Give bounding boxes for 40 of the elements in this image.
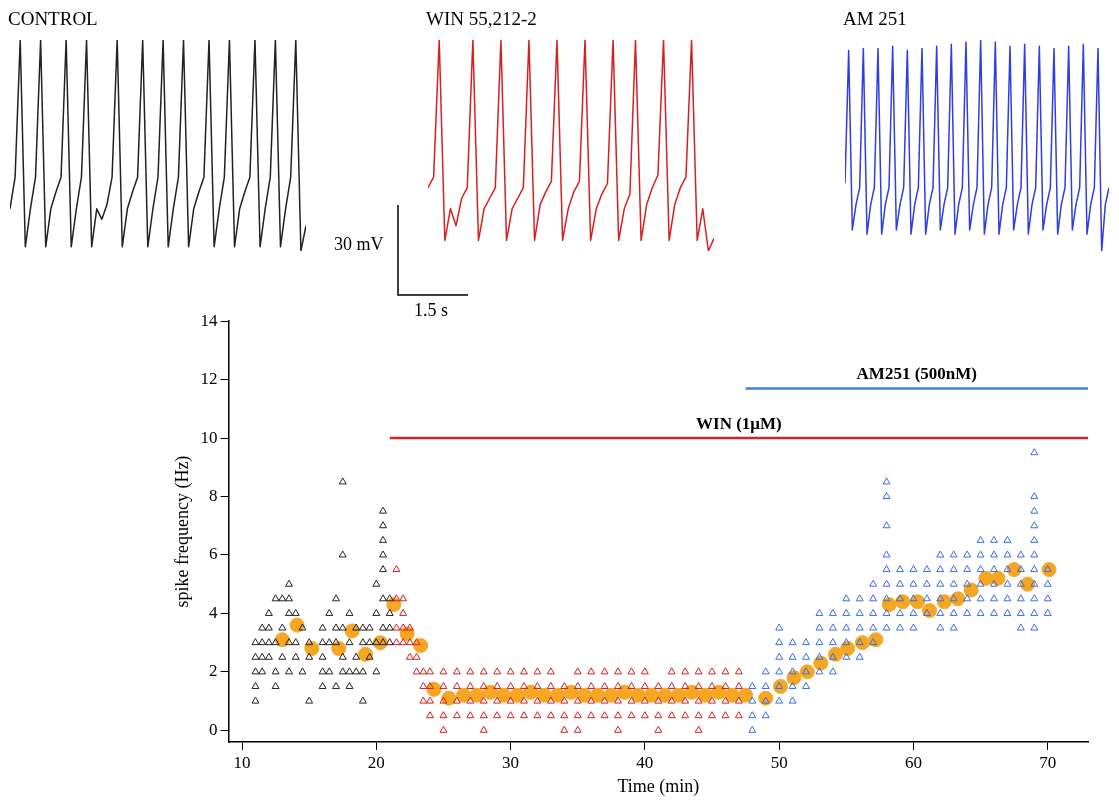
y-tick-label: 4	[209, 602, 219, 622]
y-axis-title: spike frequency (Hz)	[171, 455, 193, 608]
point	[711, 684, 727, 700]
point	[963, 582, 979, 598]
point	[657, 687, 673, 703]
point	[331, 640, 347, 656]
chart-title: WIN 55,212-2	[426, 8, 538, 31]
series-label: WIN (1μM)	[696, 413, 782, 433]
point	[990, 570, 1006, 586]
point	[684, 684, 700, 700]
y-tick-label: 8	[209, 486, 218, 505]
x-tick-label: 30	[502, 752, 520, 772]
y-tick-label: 6	[209, 544, 218, 564]
chart-title: CONTROL	[8, 8, 99, 31]
x-tick-label: 20	[367, 752, 385, 772]
point	[617, 684, 633, 700]
y-tick-label: 0	[209, 719, 218, 739]
y-tick-label: 14	[200, 310, 219, 330]
x-tick-label: 50	[770, 752, 788, 772]
chart-title: AM 251	[843, 8, 908, 31]
x-tick-label: 40	[636, 752, 654, 772]
point	[496, 687, 512, 703]
series-label: AM251 (500nM)	[856, 364, 977, 384]
point	[456, 687, 472, 703]
x-tick-label: 10	[233, 752, 251, 772]
point	[550, 687, 566, 703]
point	[738, 687, 754, 703]
text: 1.5 s	[414, 300, 449, 321]
text: 30 mV	[334, 234, 384, 255]
point	[413, 638, 429, 654]
y-tick-label: 12	[200, 369, 218, 389]
point	[482, 684, 498, 700]
x-axis-title: Time (min)	[617, 775, 700, 797]
x-tick-label: 60	[904, 752, 922, 772]
point	[563, 684, 579, 700]
y-tick-label: 2	[209, 661, 218, 681]
point	[523, 684, 539, 700]
y-tick-label: 10	[200, 427, 218, 447]
point	[590, 687, 606, 703]
x-tick-label: 70	[1039, 752, 1057, 772]
